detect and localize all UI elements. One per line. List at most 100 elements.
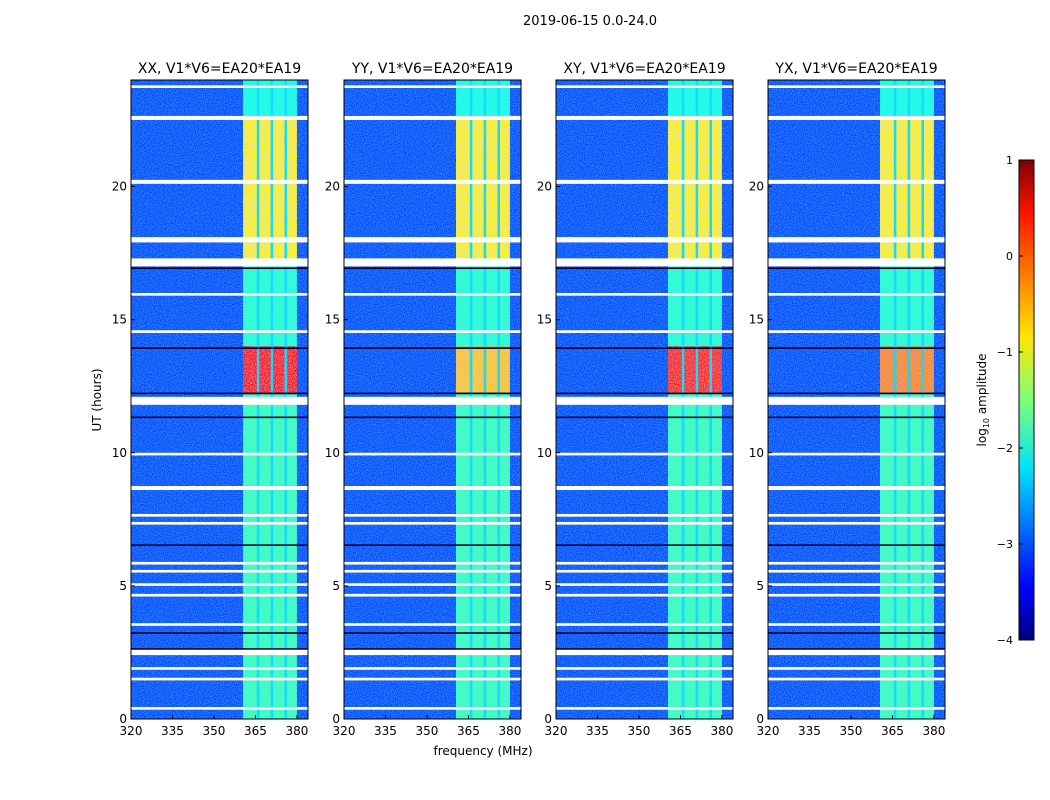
flagged-row xyxy=(344,452,521,456)
heatmap-band-gap xyxy=(921,80,924,118)
flagged-row xyxy=(556,179,733,184)
y-tick-label: 0 xyxy=(332,712,340,726)
heatmap-band-gap xyxy=(893,80,897,118)
heatmap-band-gap xyxy=(284,346,287,395)
panel-title: XY, V1*V6=EA20*EA19 xyxy=(563,61,725,77)
flagged-row xyxy=(768,486,945,491)
heatmap-band-gap xyxy=(907,346,911,395)
flagged-row xyxy=(131,452,308,456)
dark-row xyxy=(344,347,521,349)
colorbar-tick-label: −1 xyxy=(997,346,1013,359)
heatmap-band-gap xyxy=(270,261,274,347)
heatmap-band-gap xyxy=(497,346,500,395)
colorbar-tick-label: −3 xyxy=(997,538,1013,551)
heatmap-band-gap xyxy=(907,261,911,347)
heatmap-band-gap xyxy=(921,261,924,347)
y-tick-label: 20 xyxy=(112,180,127,194)
heatmap-band-gap xyxy=(497,80,500,118)
flagged-row xyxy=(768,330,945,333)
flagged-row xyxy=(768,258,945,267)
heatmap-band-gap xyxy=(256,80,260,118)
heatmap-band-gap xyxy=(256,117,260,262)
x-tick-label: 350 xyxy=(840,724,863,738)
panel-title: YY, V1*V6=EA20*EA19 xyxy=(351,61,513,77)
flagged-row xyxy=(556,85,733,88)
flagged-row xyxy=(768,521,945,525)
heatmap-band-gap xyxy=(709,394,712,719)
flagged-row xyxy=(131,649,308,656)
colorbar-tick-label: 0 xyxy=(1006,250,1013,263)
flagged-row xyxy=(556,707,733,710)
dark-row xyxy=(131,392,308,395)
y-tick-label: 5 xyxy=(756,579,764,593)
y-tick-label: 10 xyxy=(749,446,764,460)
heatmap-band-gap xyxy=(921,117,924,262)
flagged-row xyxy=(344,677,521,681)
dark-row xyxy=(556,632,733,634)
x-tick-label: 365 xyxy=(244,724,267,738)
x-tick-label: 350 xyxy=(416,724,439,738)
flagged-row xyxy=(131,115,308,120)
colorbar-gradient xyxy=(1018,159,1035,641)
x-tick-label: 320 xyxy=(545,724,568,738)
dark-row xyxy=(556,544,733,546)
flagged-row xyxy=(344,237,521,243)
flagged-row xyxy=(131,486,308,491)
heatmap-band-cell xyxy=(880,394,934,719)
figure-title: 2019-06-15 0.0-24.0 xyxy=(523,14,657,29)
flagged-row xyxy=(768,707,945,710)
heatmap-band-gap xyxy=(893,346,897,395)
dark-row xyxy=(768,416,945,419)
heatmap-band-gap xyxy=(681,80,685,118)
flagged-row xyxy=(556,583,733,586)
panel-frame xyxy=(555,79,734,720)
heatmap-band-gap xyxy=(695,346,699,395)
heatmap-band-gap xyxy=(284,80,287,118)
flagged-row xyxy=(768,649,945,656)
flagged-row xyxy=(556,396,733,405)
heatmap-band-gap xyxy=(921,394,924,719)
heatmap-band-cell xyxy=(456,261,510,347)
flagged-row xyxy=(556,452,733,456)
heatmap-band-cell xyxy=(668,261,722,347)
flagged-row xyxy=(556,237,733,243)
y-tick-label: 15 xyxy=(112,313,127,327)
heatmap-band-cell xyxy=(456,394,510,719)
heatmap-band-cell xyxy=(880,261,934,347)
heatmap-band-gap xyxy=(681,117,685,262)
flagged-row xyxy=(344,583,521,586)
y-tick-label: 15 xyxy=(537,313,552,327)
dark-row xyxy=(768,648,945,650)
dark-row xyxy=(131,544,308,546)
heatmap-band-gap xyxy=(270,394,274,719)
dark-row xyxy=(556,648,733,650)
flagged-row xyxy=(131,521,308,525)
heatmap-band-gap xyxy=(483,261,487,347)
panel-0: XX, V1*V6=EA20*EA19 320 335 350 365 380 0 5 10 15… xyxy=(112,61,309,738)
flagged-row xyxy=(131,330,308,333)
flagged-row xyxy=(131,85,308,88)
flagged-row xyxy=(131,569,308,573)
dark-row xyxy=(768,392,945,395)
flagged-row xyxy=(556,561,733,565)
flagged-row xyxy=(768,396,945,405)
x-tick-label: 365 xyxy=(457,724,480,738)
heatmap-band-gap xyxy=(270,117,274,262)
x-tick-label: 335 xyxy=(161,724,184,738)
colorbar-tick-label: −2 xyxy=(997,442,1013,455)
flagged-row xyxy=(131,707,308,710)
panel-title: YX, V1*V6=EA20*EA19 xyxy=(774,61,937,77)
colorbar-tick-label: −4 xyxy=(997,634,1013,647)
flagged-row xyxy=(556,677,733,681)
heatmap-band-gap xyxy=(709,80,712,118)
flagged-row xyxy=(344,85,521,88)
y-tick-label: 0 xyxy=(756,712,764,726)
flagged-row xyxy=(768,293,945,296)
panel-2: XY, V1*V6=EA20*EA19 320 335 350 365 380 0 5 10 15… xyxy=(537,61,734,738)
flagged-row xyxy=(556,649,733,656)
flagged-row xyxy=(556,330,733,333)
dark-row xyxy=(131,347,308,349)
heatmap-band-cell xyxy=(243,394,297,719)
heatmap-band-gap xyxy=(469,80,473,118)
flagged-row xyxy=(768,677,945,681)
